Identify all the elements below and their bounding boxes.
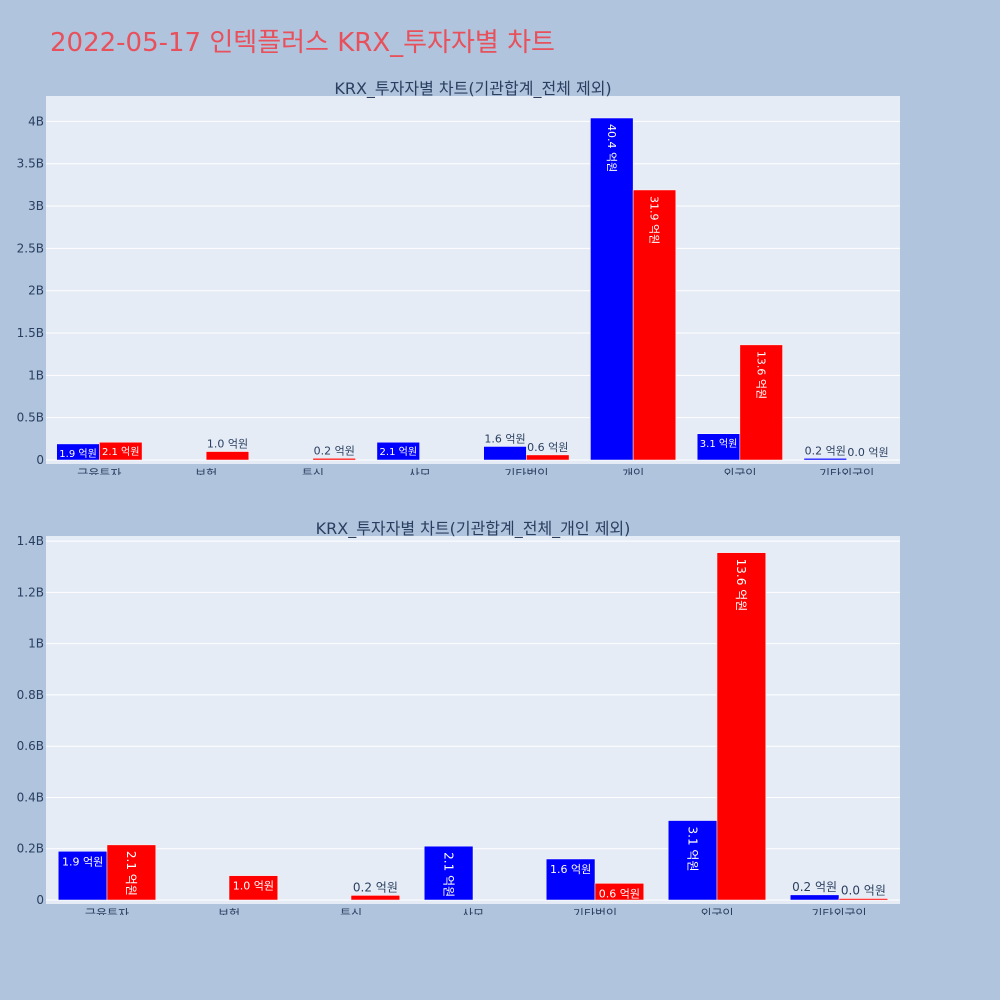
x-tick-label: 기타법인 <box>573 907 617 915</box>
x-tick-label: 사모 <box>409 467 431 475</box>
y-tick-label: 0 <box>36 893 44 907</box>
data-label: 0.2 억원 <box>792 880 837 894</box>
y-tick-label: 0.5B <box>17 411 44 425</box>
x-tick-label: 기타외국인 <box>811 907 866 915</box>
bar <box>632 189 677 461</box>
data-label: 1.9 억원 <box>62 855 103 868</box>
data-label: 0.0 억원 <box>841 884 886 898</box>
x-tick-label: 기타외국인 <box>819 467 874 475</box>
data-label: 0.2 억원 <box>314 444 355 457</box>
investor-chart-2: KRX_투자자별 차트(기관합계_전체_개인 제외) 0 0.2B 0.4B 0.6B 0… <box>17 519 900 915</box>
data-label: 0.6 억원 <box>527 441 568 454</box>
x-tick-label: 사모 <box>462 907 484 915</box>
y-tick-label: 1.2B <box>17 585 44 599</box>
bar <box>526 454 570 461</box>
y-tick-label: 0 <box>36 453 44 467</box>
y-tick-label: 0.6B <box>17 739 44 753</box>
y-tick-label: 2.5B <box>17 241 44 255</box>
y-tick-label: 0.4B <box>17 790 44 804</box>
data-label: 1.0 억원 <box>233 880 274 893</box>
x-tick-label: 보험 <box>218 907 240 915</box>
y-tick-label: 0.8B <box>17 688 44 702</box>
data-label: 3.1 억원 <box>700 438 737 450</box>
chart-title: KRX_투자자별 차트(기관합계_전체_개인 제외) <box>316 519 631 539</box>
data-label: 2.1 억원 <box>441 852 455 897</box>
y-tick-label: 4B <box>28 114 44 128</box>
data-label: 2.1 억원 <box>380 446 417 458</box>
data-label: 1.0 억원 <box>207 438 248 451</box>
x-tick-label: 외국인 <box>723 467 756 475</box>
y-tick-label: 1B <box>28 637 44 651</box>
data-label: 13.6 억원 <box>754 351 767 399</box>
bar <box>228 875 279 901</box>
data-label: 3.1 억원 <box>685 827 699 872</box>
bar <box>312 458 356 461</box>
x-tick-label: 보험 <box>195 467 217 475</box>
data-label: 0.2 억원 <box>353 880 398 894</box>
bar <box>590 117 634 461</box>
y-tick-label: 2B <box>28 284 44 298</box>
data-label: 13.6 억원 <box>734 559 748 612</box>
bar <box>739 344 783 461</box>
data-label: 2.1 억원 <box>102 446 139 458</box>
bar <box>803 458 847 461</box>
x-tick-label: 금융투자 <box>85 907 129 915</box>
data-label: 31.9 억원 <box>648 196 661 244</box>
bar <box>99 441 143 461</box>
bar <box>789 894 840 901</box>
x-tick-label: 금융투자 <box>77 467 121 475</box>
y-tick-label: 1.4B <box>17 534 44 548</box>
bar <box>696 433 741 461</box>
bar <box>205 451 250 461</box>
data-label: 2.1 억원 <box>124 851 138 896</box>
data-label: 0.6 억원 <box>599 887 640 900</box>
chart-title: KRX_투자자별 차트(기관합계_전체 제외) <box>334 79 611 99</box>
bar <box>667 820 718 901</box>
x-tick-label: 투신 <box>302 467 324 475</box>
bar <box>483 446 527 461</box>
data-label: 1.6 억원 <box>484 432 525 445</box>
x-tick-label: 외국인 <box>700 907 733 915</box>
data-label: 0.0 억원 <box>847 446 888 459</box>
bar <box>545 858 596 901</box>
x-tick-label: 기타법인 <box>504 467 548 475</box>
data-label: 1.9 억원 <box>59 448 96 460</box>
bar <box>106 844 157 901</box>
bar <box>57 851 108 901</box>
y-tick-label: 0.2B <box>17 842 44 856</box>
investor-chart-1: KRX_투자자별 차트(기관합계_전체 제외) 0 0.5B 1B 1.5B 2B 2.5B… <box>17 79 900 475</box>
y-tick-label: 3B <box>28 199 44 213</box>
bar <box>838 898 889 901</box>
x-tick-label: 투신 <box>340 907 362 915</box>
data-label: 40.4 억원 <box>605 124 618 172</box>
bar <box>423 845 474 901</box>
bar <box>594 883 645 901</box>
bar <box>350 895 401 901</box>
data-label: 0.2 억원 <box>805 444 846 457</box>
x-tick-label: 개인 <box>622 467 644 475</box>
y-tick-label: 1B <box>28 368 44 382</box>
data-label: 1.6 억원 <box>550 863 591 876</box>
y-tick-label: 3.5B <box>17 157 44 171</box>
page-title: 2022-05-17 인텍플러스 KRX_투자자별 차트 <box>50 28 555 58</box>
y-tick-label: 1.5B <box>17 326 44 340</box>
bar <box>376 441 420 461</box>
bar <box>716 552 767 901</box>
